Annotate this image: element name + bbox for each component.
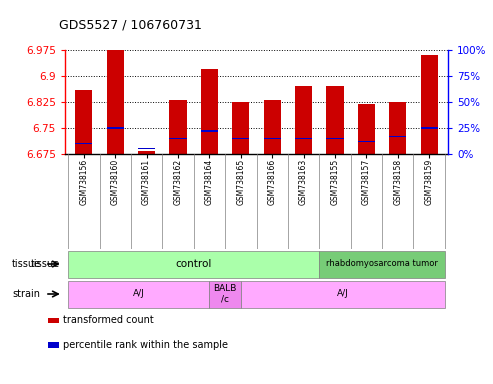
Text: GSM738166: GSM738166 [268, 159, 277, 205]
Bar [201, 69, 218, 154]
Text: GSM738159: GSM738159 [424, 159, 434, 205]
Text: BALB
/c: BALB /c [213, 284, 237, 304]
Text: control: control [176, 259, 212, 269]
Bar [75, 143, 93, 144]
Bar [210, 280, 241, 308]
Bar [358, 104, 375, 154]
Bar [106, 50, 124, 154]
Bar [201, 131, 218, 132]
Text: tissue: tissue [31, 259, 60, 269]
Bar [138, 151, 155, 154]
Text: strain: strain [13, 289, 40, 299]
Text: GSM738155: GSM738155 [330, 159, 340, 205]
Bar [358, 141, 375, 142]
Bar [389, 102, 406, 154]
Text: GSM738157: GSM738157 [362, 159, 371, 205]
Bar [232, 102, 249, 154]
Bar [48, 342, 59, 348]
Bar [264, 138, 281, 139]
Text: GDS5527 / 106760731: GDS5527 / 106760731 [59, 18, 202, 31]
Bar [326, 138, 344, 139]
Text: GSM738163: GSM738163 [299, 159, 308, 205]
Text: GSM738161: GSM738161 [142, 159, 151, 205]
Text: percentile rank within the sample: percentile rank within the sample [63, 340, 228, 350]
Bar [319, 250, 445, 278]
Bar [170, 100, 187, 154]
Text: tissue: tissue [11, 259, 40, 269]
Text: GSM738156: GSM738156 [79, 159, 88, 205]
Bar [232, 138, 249, 139]
Bar [170, 138, 187, 139]
Text: transformed count: transformed count [63, 315, 154, 325]
Text: A/J: A/J [337, 290, 349, 298]
Bar [68, 250, 319, 278]
Bar [295, 86, 312, 154]
Text: GSM738160: GSM738160 [111, 159, 120, 205]
Text: GSM738162: GSM738162 [174, 159, 182, 205]
Bar [106, 127, 124, 129]
Bar [264, 100, 281, 154]
Text: GSM738165: GSM738165 [236, 159, 246, 205]
Bar [138, 148, 155, 149]
Bar [389, 136, 406, 137]
Bar [68, 280, 210, 308]
Bar [295, 138, 312, 139]
Text: GSM738158: GSM738158 [393, 159, 402, 205]
Bar [326, 86, 344, 154]
Text: A/J: A/J [133, 290, 144, 298]
Bar [421, 127, 438, 129]
Text: GSM738164: GSM738164 [205, 159, 214, 205]
Bar [241, 280, 445, 308]
Bar [48, 318, 59, 323]
Bar [421, 55, 438, 154]
Text: rhabdomyosarcoma tumor: rhabdomyosarcoma tumor [326, 260, 438, 268]
Bar [75, 90, 93, 154]
